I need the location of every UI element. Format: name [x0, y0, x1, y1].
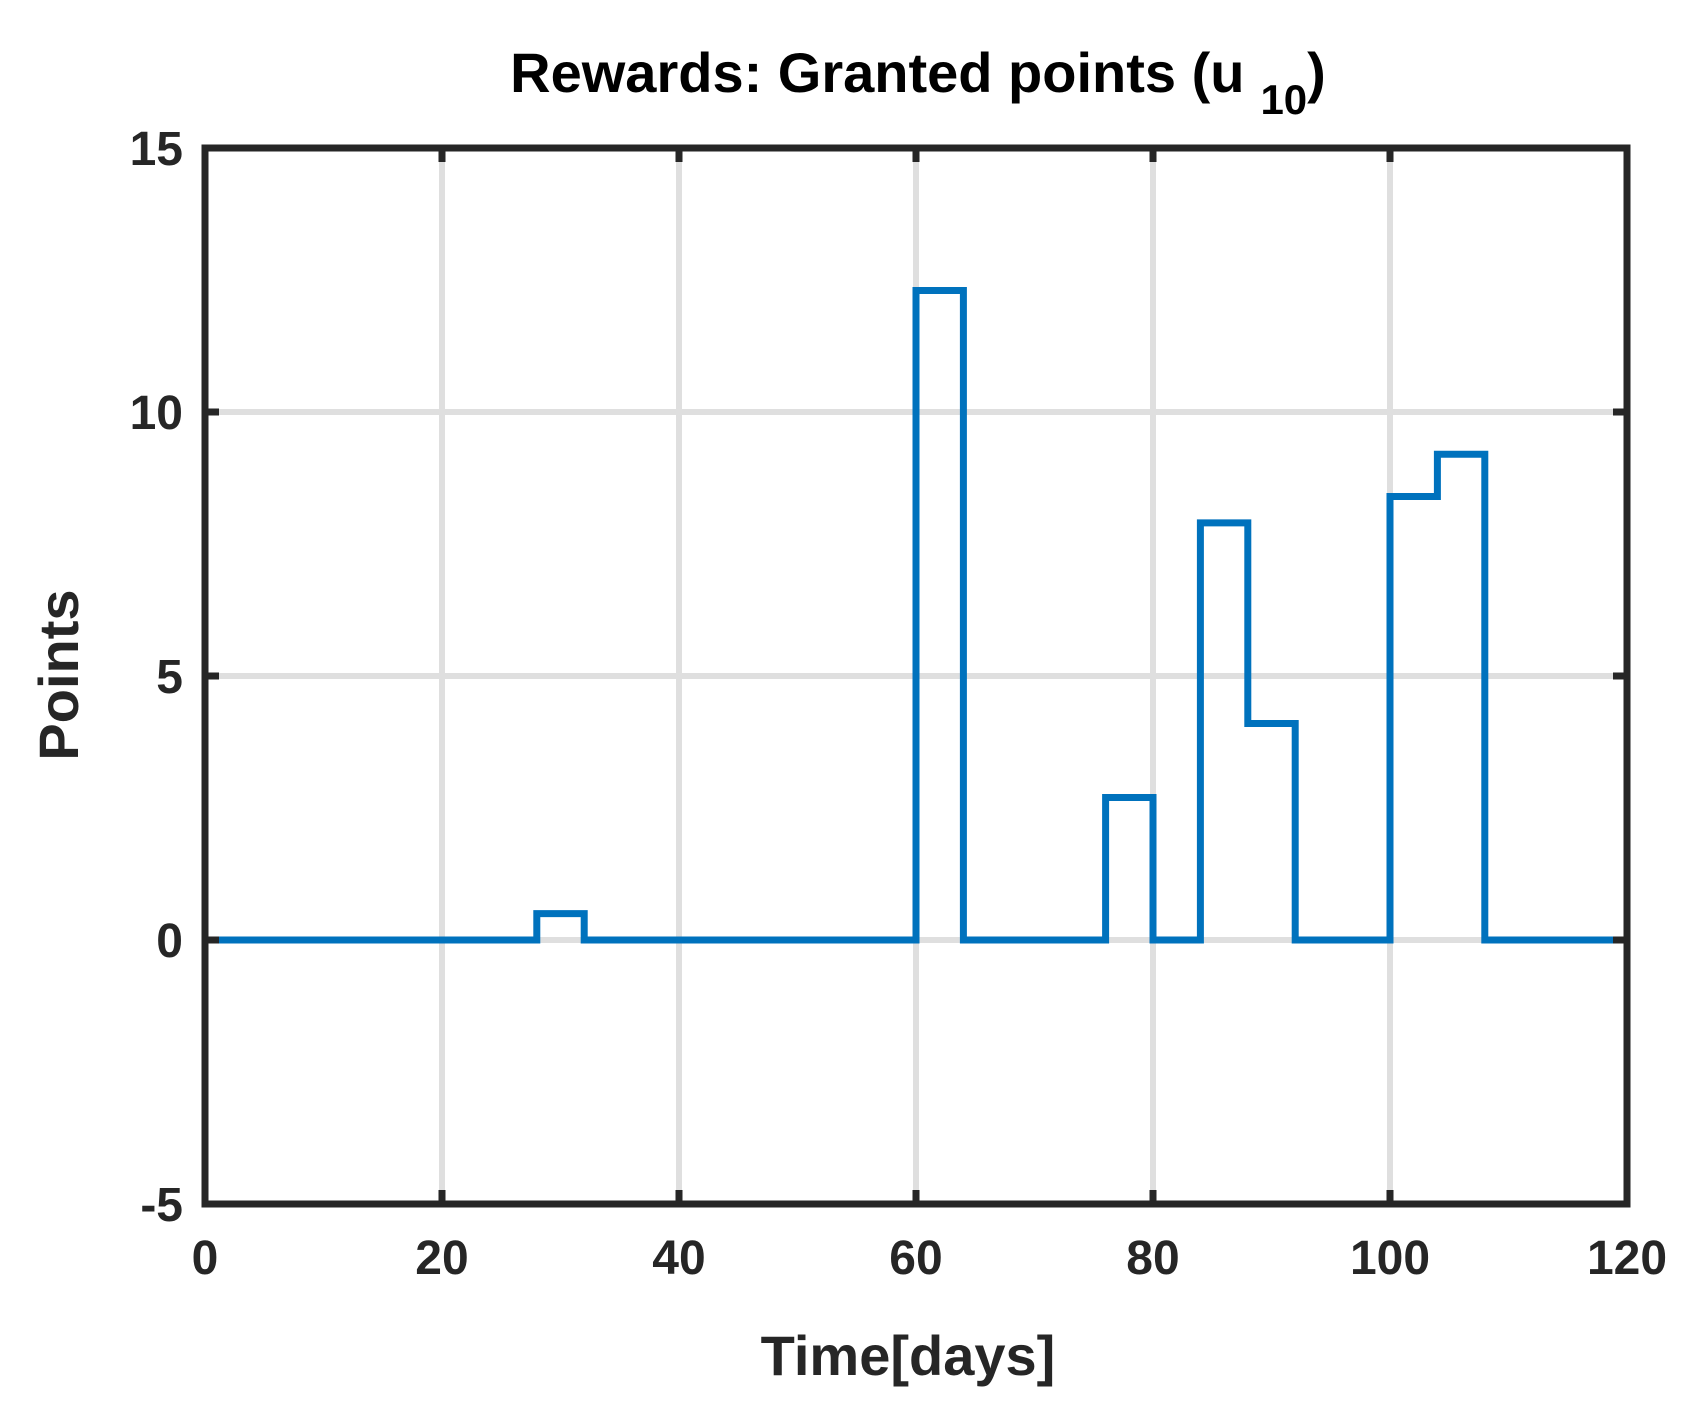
x-tick-label: 120	[1587, 1232, 1667, 1285]
series-line	[205, 287, 1631, 944]
chart-title: Rewards: Granted points (u 10)	[510, 41, 1326, 123]
x-tick-label: 80	[1126, 1232, 1179, 1285]
x-axis-label: Time[days]	[761, 1324, 1056, 1387]
x-tick-label: 100	[1350, 1232, 1430, 1285]
y-tick-label: 5	[156, 651, 183, 704]
y-tick-label: -5	[140, 1179, 183, 1232]
chart-title-main: Rewards: Granted points (u	[510, 41, 1244, 104]
y-tick-label: 0	[156, 915, 183, 968]
tick-marks	[201, 144, 1631, 1208]
x-tick-label: 40	[652, 1232, 705, 1285]
chart-title-subscript: 10	[1260, 76, 1307, 123]
y-axis-label: Points	[27, 589, 90, 760]
y-tick-label: 10	[130, 387, 183, 440]
x-tick-label: 0	[192, 1232, 219, 1285]
y-tick-label: 15	[130, 123, 183, 176]
x-tick-label: 20	[415, 1232, 468, 1285]
chart-title-suffix: )	[1307, 41, 1326, 104]
x-tick-labels: 0 20 40 60 80 100 120	[192, 1232, 1667, 1285]
series-layer	[205, 287, 1631, 944]
x-tick-label: 60	[889, 1232, 942, 1285]
y-tick-labels: -5 0 5 10 15	[130, 123, 183, 1232]
